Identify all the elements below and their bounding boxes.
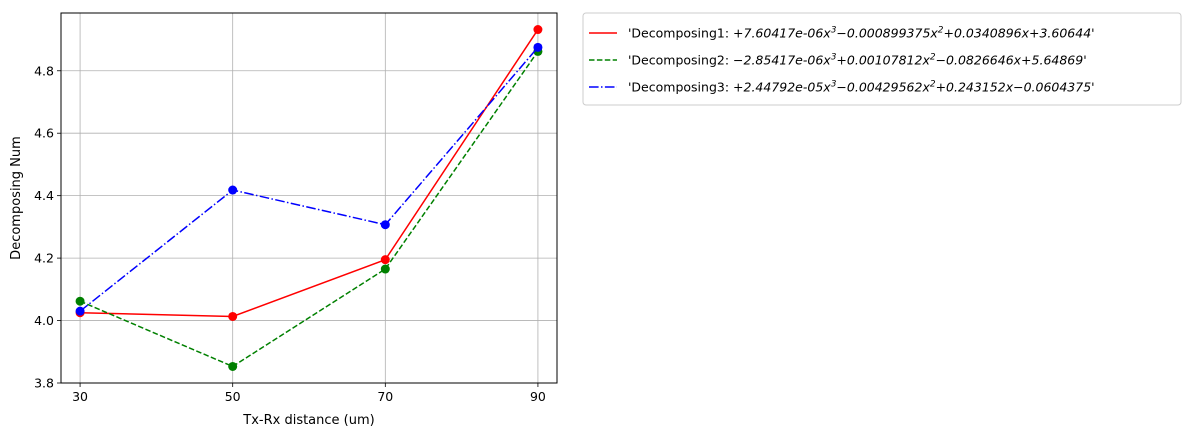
- series-layer: [75, 25, 543, 371]
- data-point: [75, 296, 85, 306]
- x-tick-label: 30: [72, 389, 88, 404]
- legend: 'Decomposing1: +7.60417e-06x3−0.00089937…: [582, 12, 1182, 106]
- y-tick-label: 4.6: [34, 126, 54, 141]
- x-tick-label: 50: [225, 389, 241, 404]
- series-3: [75, 42, 543, 316]
- x-axis-label: Tx-Rx distance (um): [242, 413, 374, 428]
- x-tick-label: 70: [377, 389, 393, 404]
- x-tick-label: 90: [530, 389, 546, 404]
- data-point: [380, 255, 390, 265]
- legend-label: 'Decomposing3: +2.44792e-05x3−0.00429562…: [628, 80, 1095, 95]
- y-tick-label: 4.2: [34, 251, 54, 266]
- series-line: [80, 29, 539, 318]
- y-tick-label: 4.8: [34, 63, 54, 78]
- data-point: [533, 42, 543, 52]
- data-point: [228, 185, 238, 195]
- data-point: [228, 311, 238, 321]
- plot-frame: [60, 12, 558, 384]
- data-point: [380, 264, 390, 274]
- legend-label: 'Decomposing2: −2.85417e-06x3+0.00107812…: [628, 53, 1087, 68]
- series-line: [79, 50, 539, 368]
- data-point: [380, 220, 390, 230]
- legend-label: 'Decomposing1: +7.60417e-06x3−0.00089937…: [628, 26, 1095, 41]
- data-point: [533, 25, 543, 35]
- series-2: [75, 46, 543, 371]
- legend-frame: [582, 12, 1182, 106]
- y-tick-label: 4.4: [34, 188, 54, 203]
- y-tick-label: 3.8: [34, 376, 54, 391]
- y-axis-label: Decomposing Num: [9, 136, 24, 260]
- series-1: [75, 25, 543, 321]
- y-axis: 3.8 4.0 4.2 4.4 4.6 4.8: [34, 63, 61, 391]
- x-axis: 30 50 70 90: [72, 383, 546, 404]
- y-tick-label: 4.0: [34, 313, 54, 328]
- series-line: [79, 46, 539, 312]
- data-point: [75, 306, 85, 316]
- data-point: [228, 361, 238, 371]
- grid-lines: [61, 13, 557, 384]
